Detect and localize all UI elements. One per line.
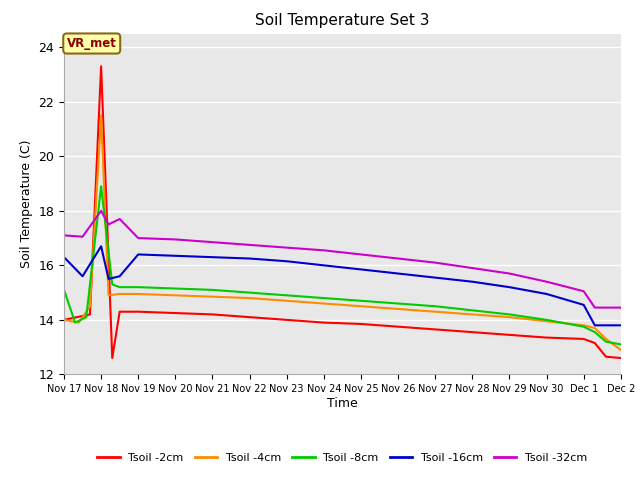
Text: VR_met: VR_met bbox=[67, 37, 116, 50]
Legend: Tsoil -2cm, Tsoil -4cm, Tsoil -8cm, Tsoil -16cm, Tsoil -32cm: Tsoil -2cm, Tsoil -4cm, Tsoil -8cm, Tsoi… bbox=[93, 448, 592, 467]
Title: Soil Temperature Set 3: Soil Temperature Set 3 bbox=[255, 13, 429, 28]
X-axis label: Time: Time bbox=[327, 397, 358, 410]
Y-axis label: Soil Temperature (C): Soil Temperature (C) bbox=[20, 140, 33, 268]
